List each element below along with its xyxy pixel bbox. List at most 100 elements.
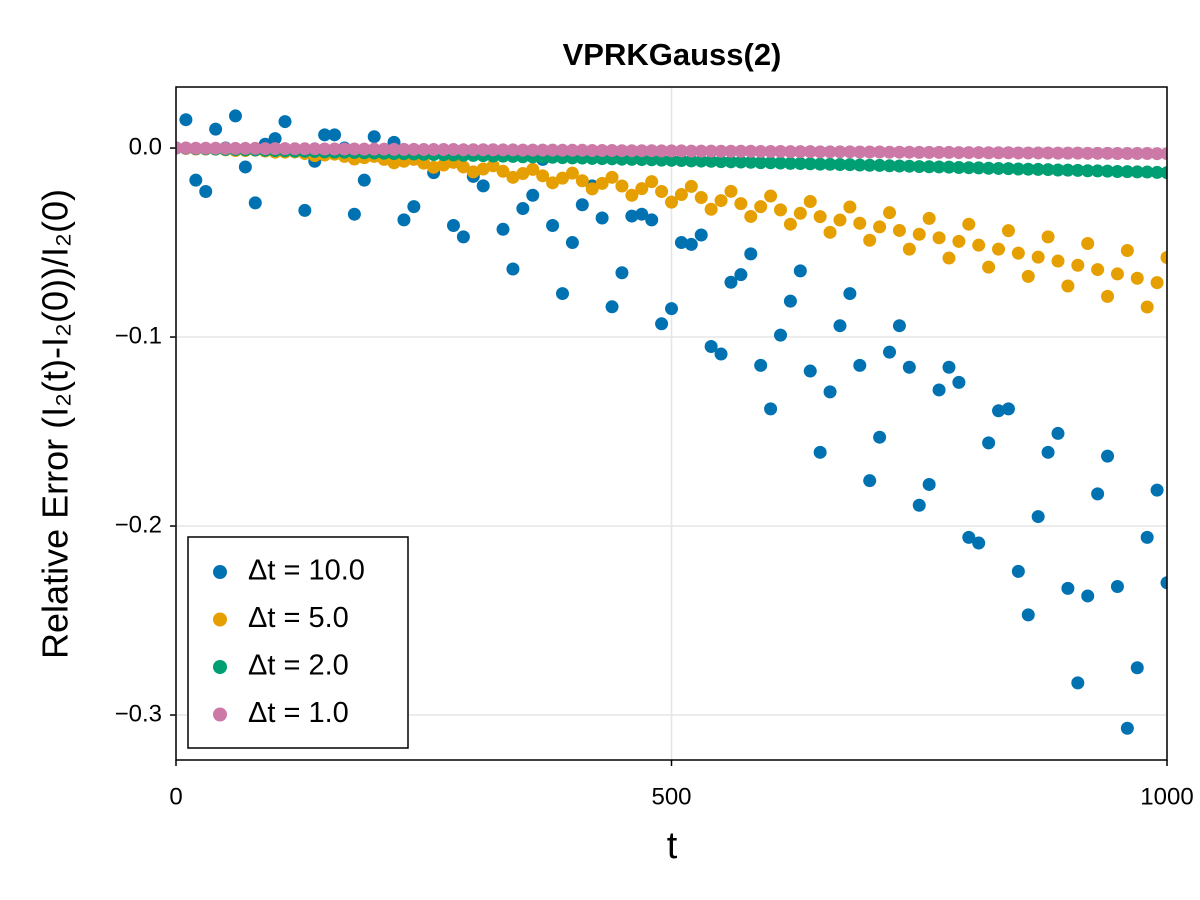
point [754,200,768,214]
point [555,171,569,185]
point [1011,564,1025,578]
point [764,402,778,416]
point [179,141,193,155]
point [853,358,867,372]
point [783,145,797,159]
point [952,161,966,175]
point [902,360,916,374]
point [1120,165,1134,179]
point [1101,449,1115,463]
point [397,142,411,156]
point [754,156,768,170]
point [734,155,748,169]
point [1140,530,1154,544]
x-tick-label: 1000 [1140,783,1193,810]
legend-marker [213,660,227,674]
point [377,142,391,156]
point [387,156,401,170]
point [962,146,976,160]
point [992,404,1006,418]
point [873,220,887,234]
point [1120,243,1134,257]
point [793,206,807,220]
point [972,238,986,252]
point [942,360,956,374]
point [546,143,560,157]
point [1021,608,1035,622]
point [605,170,619,184]
point [912,227,926,241]
point [397,213,411,227]
point [209,141,223,155]
point [268,132,282,146]
point [962,530,976,544]
point [744,155,758,169]
point [883,206,897,220]
point [1021,162,1035,176]
point [873,158,887,172]
point [665,302,678,316]
point [526,162,540,176]
point [992,161,1006,175]
point [228,109,242,123]
point [684,237,698,251]
point [506,262,520,276]
point [199,185,213,199]
point [932,160,946,174]
point [774,203,788,217]
point [674,188,688,202]
point [694,228,708,242]
point [883,145,897,159]
point [595,211,609,225]
point [1021,269,1035,283]
point [526,188,540,202]
point [1160,250,1167,264]
point [783,217,797,231]
point [774,328,788,342]
point [1071,258,1085,272]
point [1150,483,1164,497]
point [466,165,480,179]
point [744,144,758,158]
point [1051,426,1065,440]
point [278,115,292,129]
point [615,266,629,280]
point [1130,165,1144,179]
point [823,157,837,171]
point [555,287,569,301]
point [1160,147,1167,161]
point [367,142,381,156]
point [774,144,788,158]
point [982,436,996,450]
point [506,170,520,184]
point [635,207,649,221]
point [655,144,669,158]
point [912,498,926,512]
point [1061,163,1075,177]
point [704,154,718,168]
point [1091,263,1105,277]
point [367,130,381,144]
point [288,142,302,156]
point [238,160,252,174]
point [892,319,906,333]
point [1150,147,1164,161]
point [734,144,748,158]
point [1051,146,1065,160]
point [575,174,589,188]
point [347,207,361,221]
point [417,156,431,170]
point [1140,165,1154,179]
point [892,145,906,159]
point [724,155,738,169]
point [853,145,867,159]
point [932,383,946,397]
point [328,142,342,156]
point [684,144,698,158]
point [764,156,778,170]
point [248,141,262,155]
point [387,142,401,156]
point [1091,164,1105,178]
point [734,268,748,282]
